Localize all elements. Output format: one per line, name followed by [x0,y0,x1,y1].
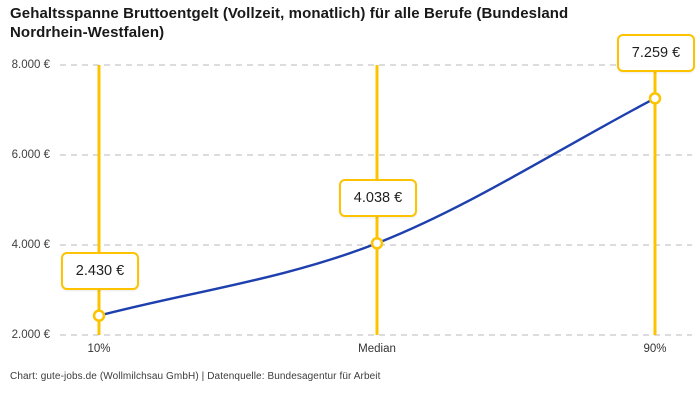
value-label-box: 7.259 € [617,34,695,73]
chart-footer: Chart: gute-jobs.de (Wollmilchsau GmbH) … [10,371,381,382]
data-point-marker [370,237,384,250]
y-axis-label: 2.000 € [11,329,50,341]
x-axis-label: 90% [643,343,667,355]
data-point-marker [92,309,106,322]
x-axis-label: Median [358,343,396,355]
chart-title: Gehaltsspanne Bruttoentgelt (Vollzeit, m… [10,5,569,41]
y-axis-label: 4.000 € [11,239,50,251]
y-axis-label: 6.000 € [11,149,50,161]
data-point-marker [648,92,662,105]
value-label-box: 4.038 € [339,179,417,218]
y-axis-label: 8.000 € [11,59,50,71]
value-label-box: 2.430 € [61,251,139,290]
x-axis-label: 10% [87,343,111,355]
